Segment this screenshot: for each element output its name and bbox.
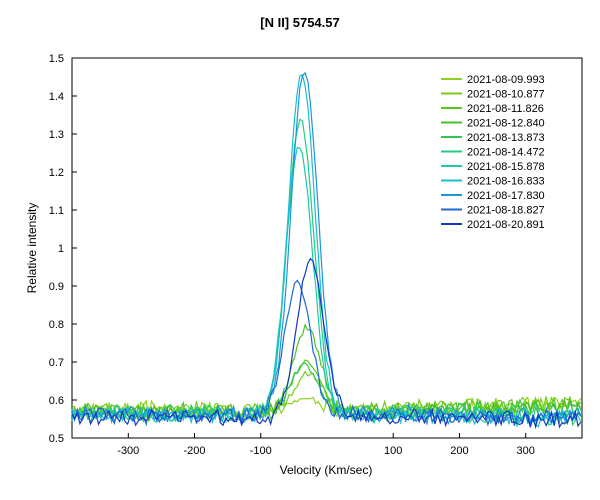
y-tick-label: 1.3	[49, 129, 64, 141]
legend-label: 2021-08-13.873	[467, 132, 545, 144]
x-axis-label: Velocity (Km/sec)	[280, 463, 373, 477]
y-tick-label: 0.5	[49, 433, 64, 445]
chart-legend: 2021-08-09.993 2021-08-10.877 2021-08-11.8…	[441, 74, 545, 231]
y-tick-label: 1.2	[49, 167, 64, 179]
y-axis-label: Relative intensity	[25, 203, 39, 294]
series-line	[71, 257, 582, 430]
legend-label: 2021-08-16.833	[467, 176, 545, 188]
x-tick-label: -100	[250, 445, 272, 457]
legend-label: 2021-08-09.993	[467, 74, 545, 86]
x-tick-label: 200	[450, 445, 468, 457]
legend-label: 2021-08-18.827	[467, 205, 545, 217]
y-tick-label: 1.1	[49, 205, 64, 217]
y-tick-label: 0.9	[49, 281, 64, 293]
x-tick-label: 300	[517, 445, 535, 457]
legend-label: 2021-08-17.830	[467, 190, 545, 202]
x-tick-label: -200	[184, 445, 206, 457]
legend-label: 2021-08-11.826	[467, 103, 544, 115]
series-line	[71, 279, 582, 427]
series-line	[71, 71, 582, 426]
y-tick-label: 1.4	[49, 91, 64, 103]
legend-label: 2021-08-14.472	[467, 147, 545, 159]
y-tick-label: 0.7	[49, 357, 64, 369]
y-tick-label: 1.5	[49, 53, 64, 65]
series-layer	[71, 71, 582, 430]
y-tick-label: 0.6	[49, 395, 64, 407]
y-tick-label: 0.8	[49, 319, 64, 331]
legend-label: 2021-08-15.878	[467, 161, 545, 173]
legend-label: 2021-08-12.840	[467, 118, 545, 130]
chart-title: [N II] 5754.57	[260, 15, 340, 30]
legend-label: 2021-08-10.877	[467, 89, 545, 101]
y-tick-label: 1	[58, 243, 64, 255]
axes-layer: 0.5 0.6 0.7 0.8 0.9 1 1.1 1.2 1.3 1.4 1.5 -300 -200 -…	[49, 53, 535, 457]
legend-label: 2021-08-20.891	[467, 219, 545, 231]
x-tick-label: 100	[384, 445, 402, 457]
x-tick-label: -300	[117, 445, 139, 457]
series-line	[71, 362, 582, 425]
plot-area	[71, 57, 583, 439]
